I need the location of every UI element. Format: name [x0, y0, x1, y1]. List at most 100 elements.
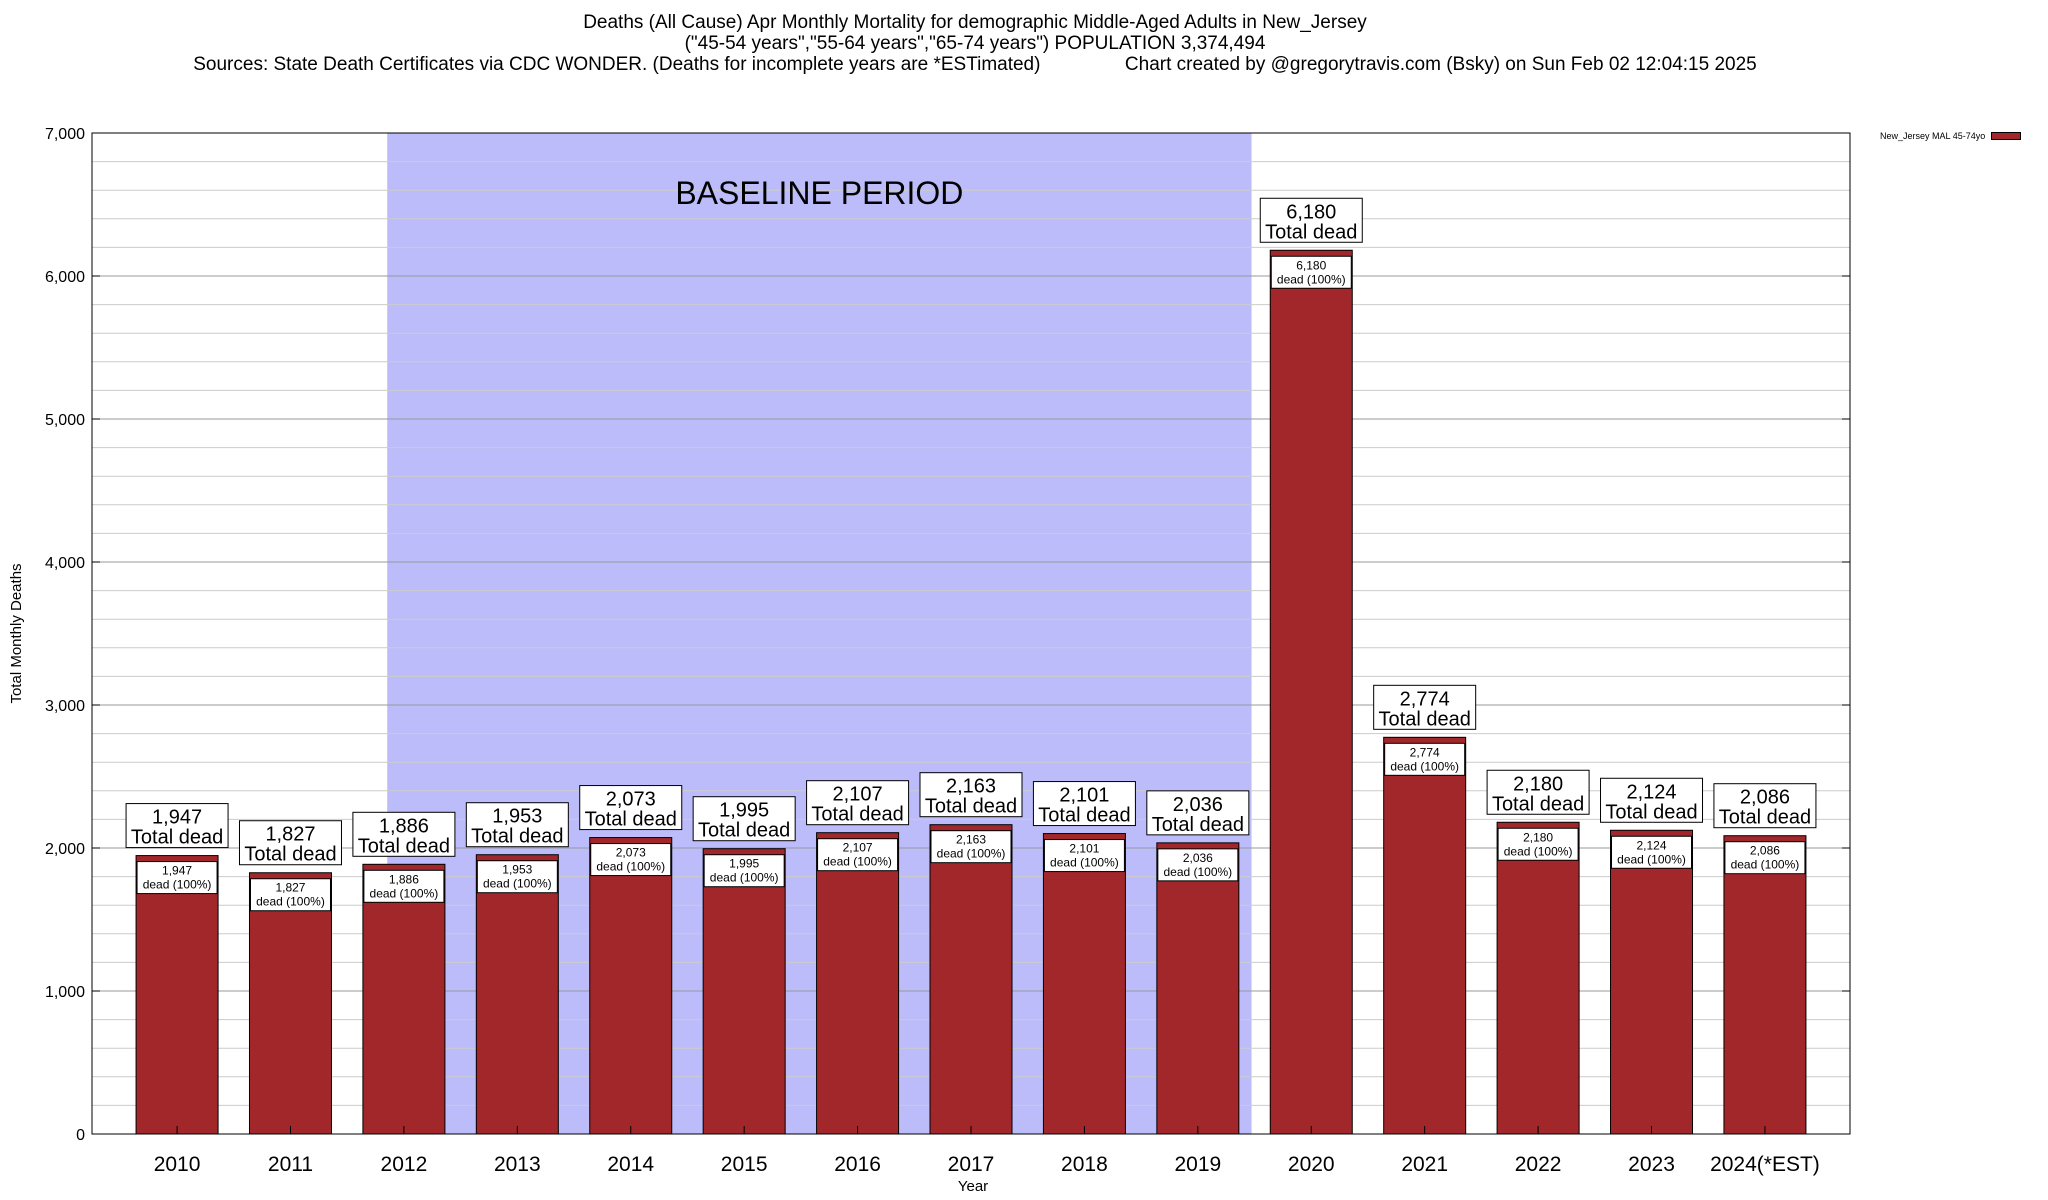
- inner-dead-label: dead (100%): [256, 895, 325, 909]
- y-tick-label: 3,000: [45, 698, 85, 715]
- baseline-label: BASELINE PERIOD: [675, 175, 963, 211]
- inner-dead-label: dead (100%): [370, 886, 439, 900]
- total-dead-label: Total dead: [1152, 814, 1244, 836]
- inner-label-box: [249, 878, 331, 912]
- total-value-label: 2,101: [1059, 785, 1109, 807]
- y-tick-label: 2,000: [45, 841, 85, 858]
- total-value-label: 2,180: [1513, 773, 1563, 795]
- total-value-label: 1,995: [719, 800, 769, 822]
- inner-value-label: 2,180: [1523, 830, 1553, 844]
- inner-label-box: [590, 843, 672, 877]
- total-dead-label: Total dead: [925, 796, 1017, 818]
- bar: [589, 837, 673, 1135]
- total-value-label: 2,124: [1626, 781, 1676, 803]
- inner-label-box: [930, 830, 1012, 864]
- total-value-label: 2,073: [606, 789, 656, 811]
- total-label-box: [1146, 790, 1250, 836]
- inner-dead-label: dead (100%): [1277, 272, 1346, 286]
- inner-value-label: 1,953: [502, 863, 532, 877]
- bar: [1042, 833, 1126, 1135]
- x-tick-label: 2020: [1288, 1153, 1335, 1176]
- total-label-box: [465, 802, 569, 848]
- total-value-label: 1,827: [265, 824, 315, 846]
- total-dead-label: Total dead: [244, 844, 336, 866]
- inner-dead-label: dead (100%): [1390, 759, 1459, 773]
- bar: [475, 854, 559, 1135]
- y-tick-label: 6,000: [45, 269, 85, 286]
- inner-value-label: 1,947: [162, 864, 192, 878]
- x-tick-label: 2017: [948, 1153, 995, 1176]
- y-tick-label: 7,000: [45, 126, 85, 143]
- inner-dead-label: dead (100%): [1731, 858, 1800, 872]
- inner-value-label: 2,774: [1410, 745, 1440, 759]
- total-dead-label: Total dead: [811, 804, 903, 826]
- total-dead-label: Total dead: [585, 809, 677, 831]
- inner-label-box: [363, 869, 445, 903]
- x-tick-label: 2023: [1628, 1153, 1675, 1176]
- x-tick-label: 2022: [1515, 1153, 1562, 1176]
- total-label-box: [125, 803, 229, 849]
- total-dead-label: Total dead: [698, 820, 790, 842]
- x-tick-label: 2016: [834, 1153, 881, 1176]
- total-value-label: 2,163: [946, 776, 996, 798]
- inner-label-box: [1724, 841, 1806, 875]
- inner-value-label: 2,073: [616, 846, 646, 860]
- x-tick-label: 2024(*EST): [1710, 1153, 1820, 1176]
- total-label-box: [1373, 684, 1477, 730]
- x-tick-label: 2010: [154, 1153, 201, 1176]
- inner-dead-label: dead (100%): [596, 860, 665, 874]
- total-dead-label: Total dead: [131, 827, 223, 849]
- total-label-box: [579, 785, 683, 831]
- bar: [1383, 736, 1467, 1135]
- inner-label-box: [1157, 848, 1239, 882]
- legend-swatch: [1991, 132, 2022, 140]
- x-tick-label: 2021: [1401, 1153, 1448, 1176]
- bar: [248, 872, 332, 1135]
- total-value-label: 2,086: [1740, 787, 1790, 809]
- inner-value-label: 2,036: [1183, 851, 1213, 865]
- total-dead-label: Total dead: [1038, 805, 1130, 827]
- chart-title: Deaths (All Cause) Apr Monthly Mortality…: [583, 12, 1367, 33]
- total-label-box: [806, 780, 910, 826]
- inner-dead-label: dead (100%): [1504, 844, 1573, 858]
- inner-value-label: 1,995: [729, 857, 759, 871]
- inner-label-box: [136, 861, 218, 895]
- inner-dead-label: dead (100%): [1050, 856, 1119, 870]
- inner-value-label: 2,101: [1069, 842, 1099, 856]
- chart-sources: Sources: State Death Certificates via CD…: [193, 54, 1757, 75]
- inner-value-label: 1,827: [275, 881, 305, 895]
- inner-dead-label: dead (100%): [483, 877, 552, 891]
- total-value-label: 1,886: [379, 815, 429, 837]
- chart-title-block: Deaths (All Cause) Apr Monthly Mortality…: [0, 12, 1950, 75]
- bar: [1496, 821, 1580, 1135]
- bar: [1156, 842, 1240, 1135]
- total-label-box: [238, 820, 342, 866]
- inner-label-box: [817, 838, 899, 872]
- total-value-label: 2,107: [833, 784, 883, 806]
- total-dead-label: Total dead: [1605, 801, 1697, 823]
- x-tick-label: 2019: [1174, 1153, 1221, 1176]
- inner-dead-label: dead (100%): [710, 871, 779, 885]
- inner-value-label: 2,086: [1750, 844, 1780, 858]
- bar: [702, 848, 786, 1135]
- total-dead-label: Total dead: [358, 835, 450, 857]
- total-label-box: [692, 796, 796, 842]
- total-dead-label: Total dead: [1492, 793, 1584, 815]
- inner-dead-label: dead (100%): [1163, 865, 1232, 879]
- legend-label: New_Jersey MAL 45-74yo: [1880, 131, 1986, 141]
- total-value-label: 1,947: [152, 807, 202, 829]
- bar: [929, 824, 1013, 1135]
- total-dead-label: Total dead: [1265, 221, 1357, 243]
- total-label-box: [1259, 197, 1363, 243]
- x-tick-label: 2014: [607, 1153, 654, 1176]
- inner-label-box: [476, 860, 558, 894]
- bar: [1610, 829, 1694, 1135]
- inner-value-label: 6,180: [1296, 258, 1326, 272]
- inner-label-box: [1497, 827, 1579, 861]
- total-value-label: 2,036: [1173, 794, 1223, 816]
- y-axis-label: Total Monthly Deaths: [8, 563, 25, 703]
- bar: [135, 855, 219, 1135]
- inner-dead-label: dead (100%): [1617, 852, 1686, 866]
- total-dead-label: Total dead: [1719, 807, 1811, 829]
- total-value-label: 2,774: [1400, 688, 1450, 710]
